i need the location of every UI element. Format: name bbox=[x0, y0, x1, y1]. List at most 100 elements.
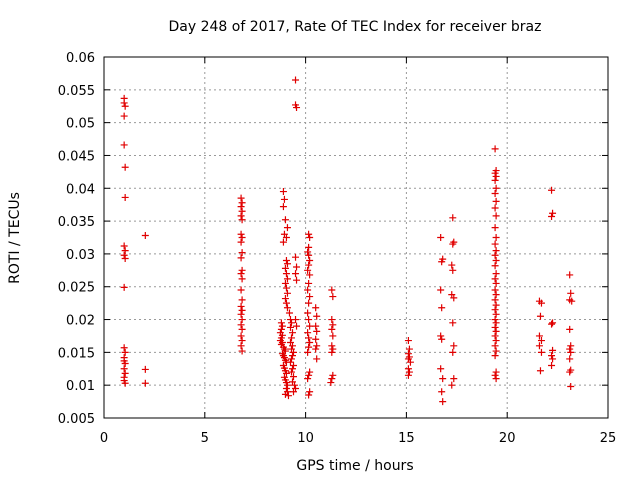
data-point bbox=[491, 204, 499, 212]
data-point bbox=[328, 286, 336, 294]
data-point bbox=[282, 256, 290, 264]
data-point bbox=[328, 342, 336, 350]
data-point bbox=[290, 373, 298, 381]
data-point bbox=[305, 334, 313, 342]
data-point bbox=[566, 368, 574, 376]
data-point bbox=[293, 104, 301, 112]
data-point bbox=[306, 339, 314, 347]
x-tick-label: 5 bbox=[201, 431, 209, 446]
data-point bbox=[449, 240, 457, 248]
data-point bbox=[329, 371, 337, 379]
data-point bbox=[305, 243, 313, 251]
data-point bbox=[293, 322, 301, 330]
data-point bbox=[491, 262, 499, 270]
data-point bbox=[238, 296, 246, 304]
data-point bbox=[283, 289, 291, 297]
y-tick-label: 0.06 bbox=[66, 51, 95, 66]
data-point bbox=[304, 309, 312, 317]
data-point bbox=[406, 358, 414, 366]
data-point bbox=[293, 276, 301, 284]
data-point bbox=[285, 309, 293, 317]
data-point bbox=[306, 388, 314, 396]
data-point bbox=[492, 256, 500, 264]
data-point bbox=[120, 141, 128, 149]
data-point bbox=[237, 321, 245, 329]
data-point bbox=[288, 365, 296, 373]
data-point bbox=[535, 332, 543, 340]
data-point bbox=[120, 242, 128, 250]
data-point bbox=[548, 320, 556, 328]
data-point bbox=[313, 342, 321, 350]
data-point bbox=[237, 194, 245, 202]
data-point bbox=[121, 379, 129, 387]
data-point bbox=[281, 295, 289, 303]
data-point bbox=[121, 348, 129, 356]
data-point bbox=[306, 322, 314, 330]
data-point bbox=[313, 327, 321, 335]
data-point bbox=[237, 270, 245, 278]
data-point bbox=[492, 327, 500, 335]
data-point bbox=[306, 271, 314, 279]
data-point bbox=[492, 301, 500, 309]
data-point bbox=[449, 214, 457, 222]
data-point bbox=[492, 184, 500, 192]
data-point bbox=[491, 145, 499, 153]
x-tick-label: 10 bbox=[297, 431, 314, 446]
x-tick-label: 0 bbox=[100, 431, 108, 446]
y-tick-label: 0.03 bbox=[66, 248, 95, 263]
data-point bbox=[282, 234, 290, 241]
data-point bbox=[120, 251, 128, 259]
data-point bbox=[329, 345, 337, 353]
data-point bbox=[121, 369, 129, 377]
data-point bbox=[288, 342, 296, 350]
data-point bbox=[293, 263, 301, 271]
data-point bbox=[536, 312, 544, 320]
data-point bbox=[238, 325, 246, 333]
data-point bbox=[304, 248, 312, 256]
data-point bbox=[292, 76, 300, 84]
x-tick-label: 25 bbox=[600, 431, 617, 446]
data-point bbox=[280, 195, 288, 203]
x-tick-label: 15 bbox=[398, 431, 415, 446]
data-point bbox=[492, 375, 500, 383]
data-point bbox=[305, 230, 313, 238]
data-point bbox=[327, 379, 335, 387]
data-point bbox=[279, 238, 287, 246]
data-point bbox=[329, 321, 337, 329]
data-point bbox=[491, 286, 499, 294]
data-point bbox=[305, 371, 313, 379]
data-point bbox=[284, 392, 292, 400]
data-point bbox=[288, 329, 296, 337]
data-point bbox=[548, 361, 556, 369]
data-point bbox=[450, 375, 458, 383]
data-point bbox=[305, 316, 313, 324]
data-point bbox=[292, 316, 300, 324]
data-point bbox=[439, 375, 447, 383]
y-tick-label: 0.005 bbox=[58, 412, 95, 427]
data-point bbox=[328, 375, 336, 383]
data-point bbox=[491, 224, 499, 232]
data-point bbox=[439, 398, 447, 406]
grid-lines bbox=[104, 57, 608, 418]
y-tick-label: 0.015 bbox=[58, 346, 95, 361]
data-point bbox=[305, 391, 313, 399]
data-point bbox=[304, 348, 312, 356]
data-point bbox=[492, 197, 500, 205]
data-point bbox=[536, 367, 544, 375]
data-point bbox=[120, 344, 128, 352]
data-points bbox=[120, 76, 576, 406]
y-tick-label: 0.025 bbox=[58, 281, 95, 296]
data-point bbox=[491, 296, 499, 304]
data-point bbox=[121, 247, 129, 255]
data-point bbox=[566, 355, 574, 363]
data-point bbox=[437, 365, 445, 373]
data-point bbox=[237, 238, 245, 246]
data-point bbox=[121, 360, 129, 368]
data-point bbox=[277, 325, 285, 333]
data-point bbox=[237, 332, 245, 340]
data-point bbox=[237, 302, 245, 310]
data-point bbox=[283, 381, 291, 389]
data-point bbox=[548, 212, 556, 220]
data-point bbox=[567, 342, 575, 350]
